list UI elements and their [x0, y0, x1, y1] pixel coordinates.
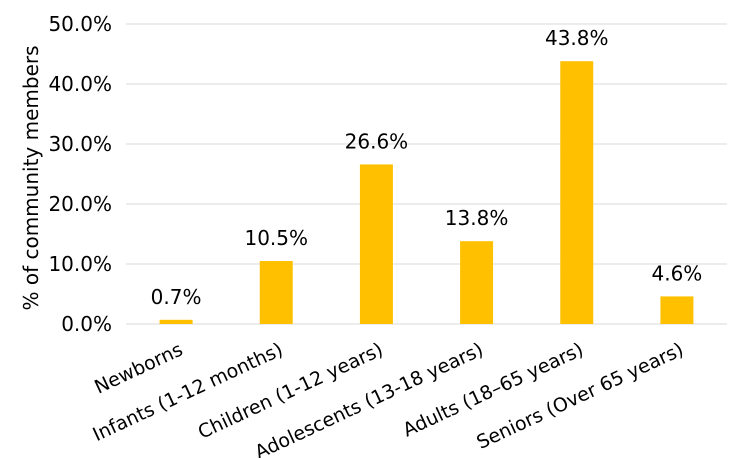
data-label: 43.8% [545, 26, 609, 50]
y-tick-label: 30.0% [48, 132, 112, 156]
bar [660, 296, 694, 324]
y-axis-title: % of community members [19, 45, 43, 310]
bar [159, 319, 193, 324]
bar [259, 261, 293, 324]
bar [359, 164, 393, 324]
data-label: 0.7% [151, 285, 202, 309]
y-tick-label: 0.0% [61, 312, 112, 336]
data-label: 13.8% [445, 206, 509, 230]
gridlines [126, 23, 727, 325]
y-tick-label: 10.0% [48, 252, 112, 276]
bars [159, 61, 694, 324]
bar [560, 61, 594, 324]
data-labels: 0.7% 10.5% 26.6% 13.8% 43.8% 4.6% [151, 26, 703, 309]
y-axis-tick-labels: 0.0% 10.0% 20.0% 30.0% 40.0% 50.0% [48, 12, 112, 336]
data-label: 26.6% [345, 129, 409, 153]
data-label: 4.6% [652, 261, 703, 285]
x-category-label: Infants (1-12 months) [89, 339, 286, 446]
data-label: 10.5% [244, 226, 308, 250]
y-tick-label: 20.0% [48, 192, 112, 216]
bar [460, 241, 494, 324]
y-tick-label: 50.0% [48, 12, 112, 36]
y-tick-label: 40.0% [48, 72, 112, 96]
